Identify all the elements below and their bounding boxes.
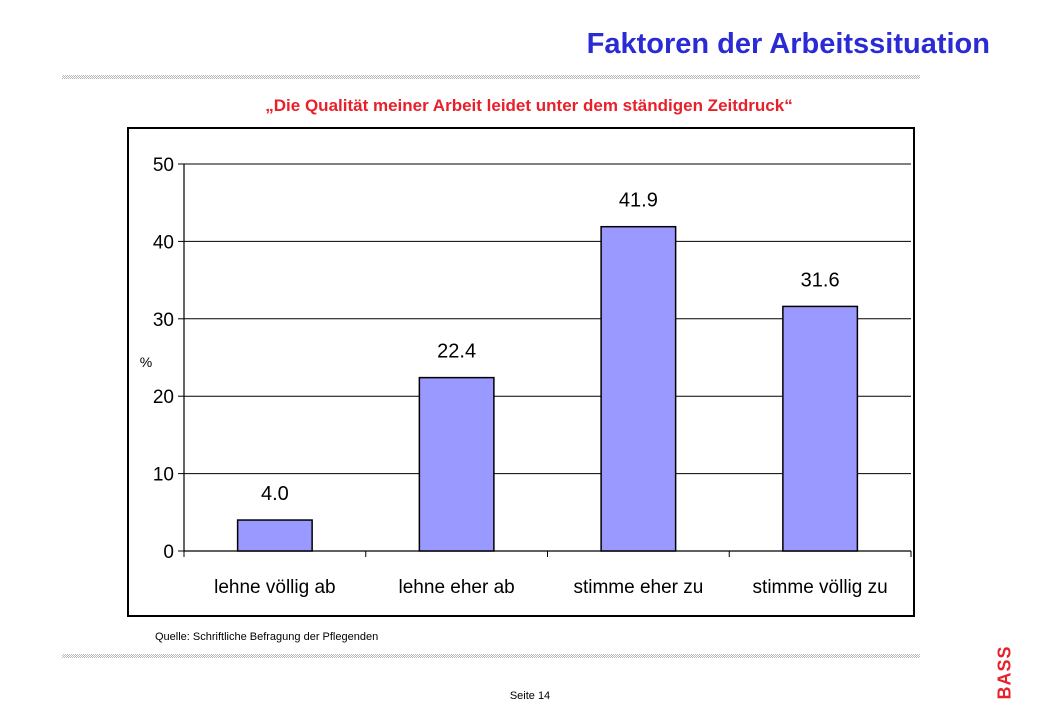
bass-logo: BASS [985,640,1025,704]
data-label-3: 31.6 [801,269,840,291]
data-label-0: 4.0 [261,483,289,505]
data-label-2: 41.9 [619,190,658,212]
source-note: Quelle: Schriftliche Befragung der Pfleg… [155,631,379,643]
y-tick-label-0: 0 [163,542,174,563]
bass-logo-text: BASS [994,644,1015,700]
y-tick-label-3: 30 [153,310,174,331]
bar-3 [782,305,859,552]
y-tick-label-4: 40 [153,232,174,253]
x-tick-label-1: lehne eher ab [399,577,515,598]
y-axis-label: % [140,354,152,370]
bar-1 [418,376,495,552]
x-tick-label-0: lehne völlig ab [214,577,335,598]
slide-title: Faktoren der Arbeitssituation [586,28,990,60]
x-tick-label-2: stimme eher zu [573,577,703,598]
y-tick-label-5: 50 [153,155,174,176]
y-tick-label-2: 20 [153,387,174,408]
bottom-divider [62,654,920,658]
x-tick-label-3: stimme völlig zu [753,577,888,598]
y-tick-label-1: 10 [153,465,174,486]
page-number-wrap: Seite 14 [0,690,1040,702]
top-divider [62,75,920,79]
page-number: Seite 14 [509,690,551,702]
chart-title: „Die Qualität meiner Arbeit leidet unter… [265,96,793,115]
bar-chart: 0 10 20 30 40 50% 4.0 lehne völlig ab 22.4 lehne … [140,155,912,598]
bar-0 [236,519,313,552]
data-label-1: 22.4 [437,341,476,363]
chart-frame: 0 10 20 30 40 50% 4.0 lehne völlig ab 22.4 lehne … [127,127,915,617]
bar-2 [600,225,677,552]
